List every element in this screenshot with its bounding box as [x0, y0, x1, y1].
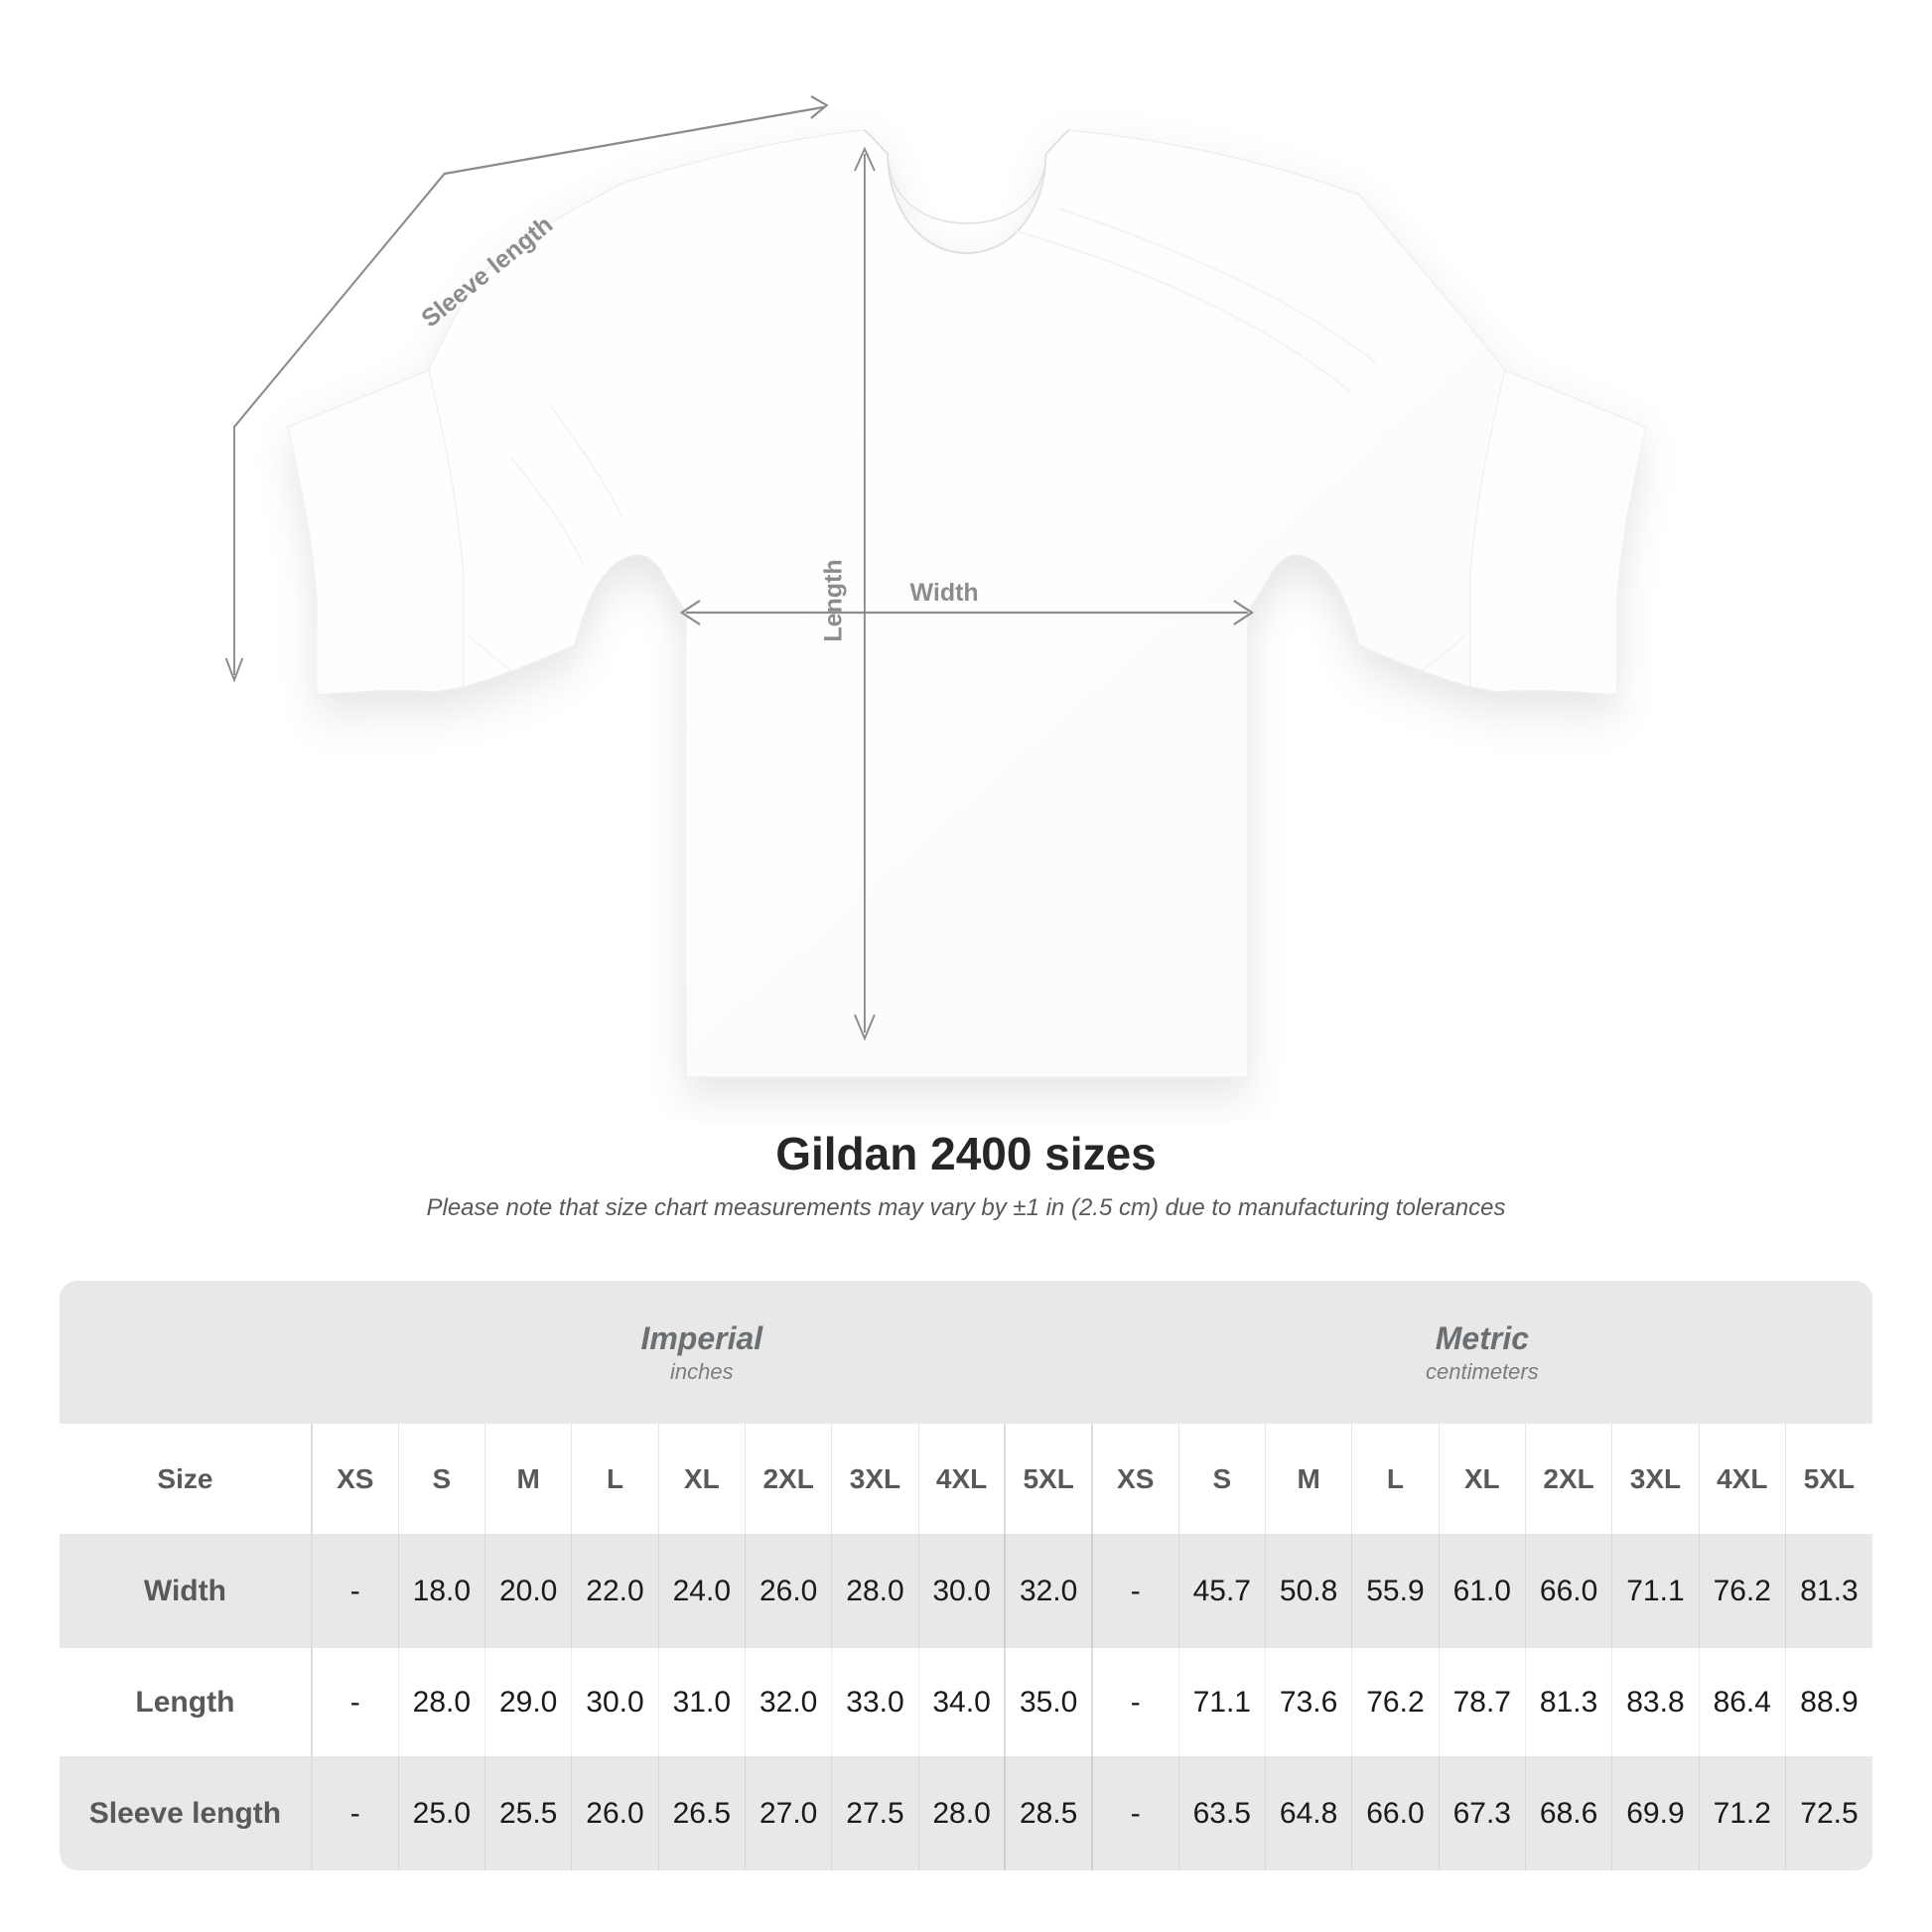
svg-text:Width: Width — [910, 579, 979, 607]
svg-text:Length: Length — [820, 559, 848, 641]
